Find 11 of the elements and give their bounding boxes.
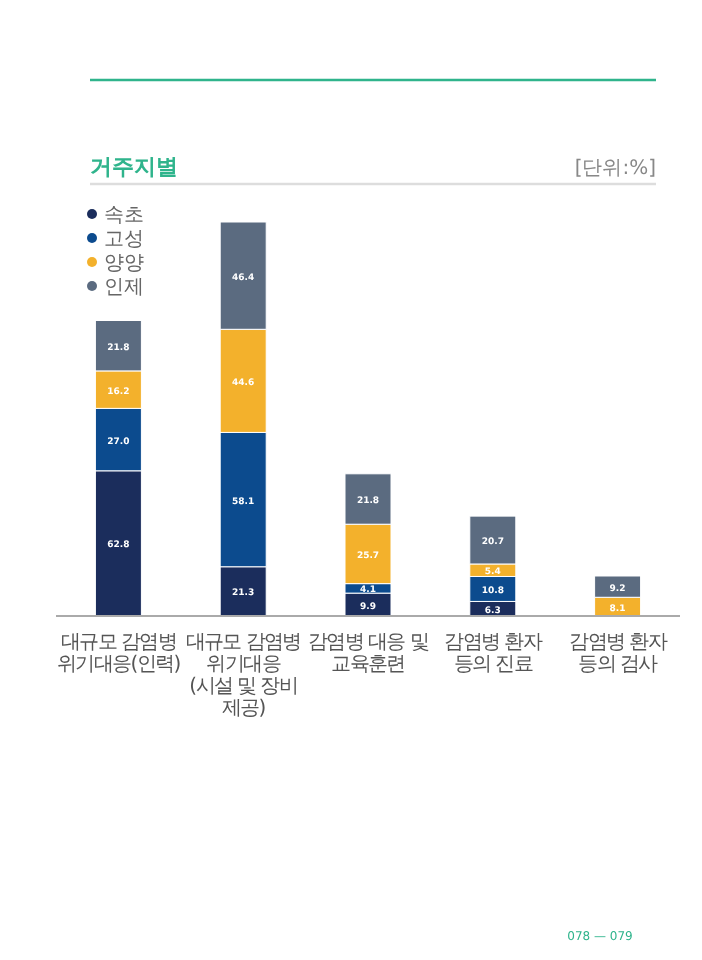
x-tick-label: 대규모 감염병 위기대응 (시설 및 장비 제공): [185, 632, 301, 720]
x-tick-label: 감염병 환자 등의 진료: [444, 632, 543, 676]
x-tick-label: 대규모 감염병 위기대응(인력): [56, 632, 182, 676]
legend-label: 인제: [104, 277, 144, 299]
chart-subtitle: [단위:%]: [574, 158, 657, 180]
legend-label: 양양: [104, 253, 144, 275]
legend-label: 고성: [104, 229, 144, 251]
chart-title: 거주지별: [90, 154, 178, 180]
legend-label: 속초: [104, 205, 144, 227]
x-tick-label: 감염병 환자 등의 검사: [569, 632, 668, 676]
x-tick-label: 감염병 대응 및 교육훈련: [308, 632, 430, 676]
